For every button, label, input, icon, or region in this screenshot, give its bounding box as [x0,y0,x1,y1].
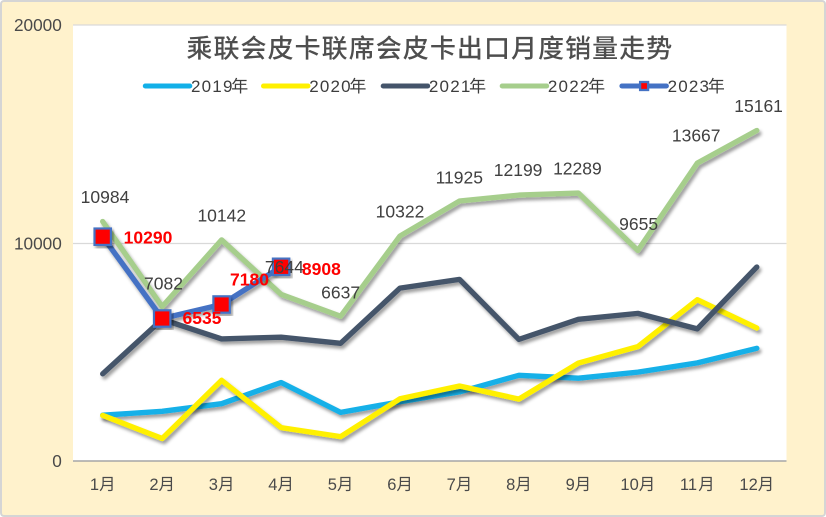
svg-text:3: 3 [209,476,218,494]
svg-text:6535: 6535 [183,308,222,328]
svg-text:10000: 10000 [14,234,62,254]
svg-text:20000: 20000 [14,15,62,35]
svg-text:9: 9 [566,476,575,494]
svg-text:4: 4 [268,476,277,494]
svg-text:2023: 2023 [668,77,711,96]
svg-text:13667: 13667 [672,126,721,146]
svg-text:12289: 12289 [553,158,602,178]
svg-text:7082: 7082 [144,274,183,294]
svg-text:2021: 2021 [429,77,472,96]
svg-text:7: 7 [447,476,456,494]
svg-text:10984: 10984 [81,187,130,207]
svg-text:5: 5 [328,476,337,494]
svg-text:10322: 10322 [376,202,425,222]
svg-text:2019: 2019 [191,77,234,96]
svg-text:9655: 9655 [619,214,658,234]
svg-text:0: 0 [52,451,62,471]
svg-text:12: 12 [739,476,757,494]
svg-text:10: 10 [620,476,638,494]
svg-text:8: 8 [506,476,515,494]
svg-text:7644: 7644 [265,257,304,277]
svg-text:2020: 2020 [309,77,352,96]
svg-text:2: 2 [149,476,158,494]
svg-text:12199: 12199 [494,160,543,180]
svg-text:11925: 11925 [436,168,483,188]
svg-text:8908: 8908 [302,259,341,279]
svg-text:1: 1 [90,476,99,494]
svg-text:6: 6 [387,476,396,494]
svg-text:6637: 6637 [321,282,360,302]
svg-text:7180: 7180 [230,269,269,289]
svg-text:10142: 10142 [197,206,246,226]
svg-text:11: 11 [680,476,697,494]
svg-text:10290: 10290 [124,228,173,248]
svg-text:15161: 15161 [734,96,783,116]
svg-text:2022: 2022 [548,77,591,96]
